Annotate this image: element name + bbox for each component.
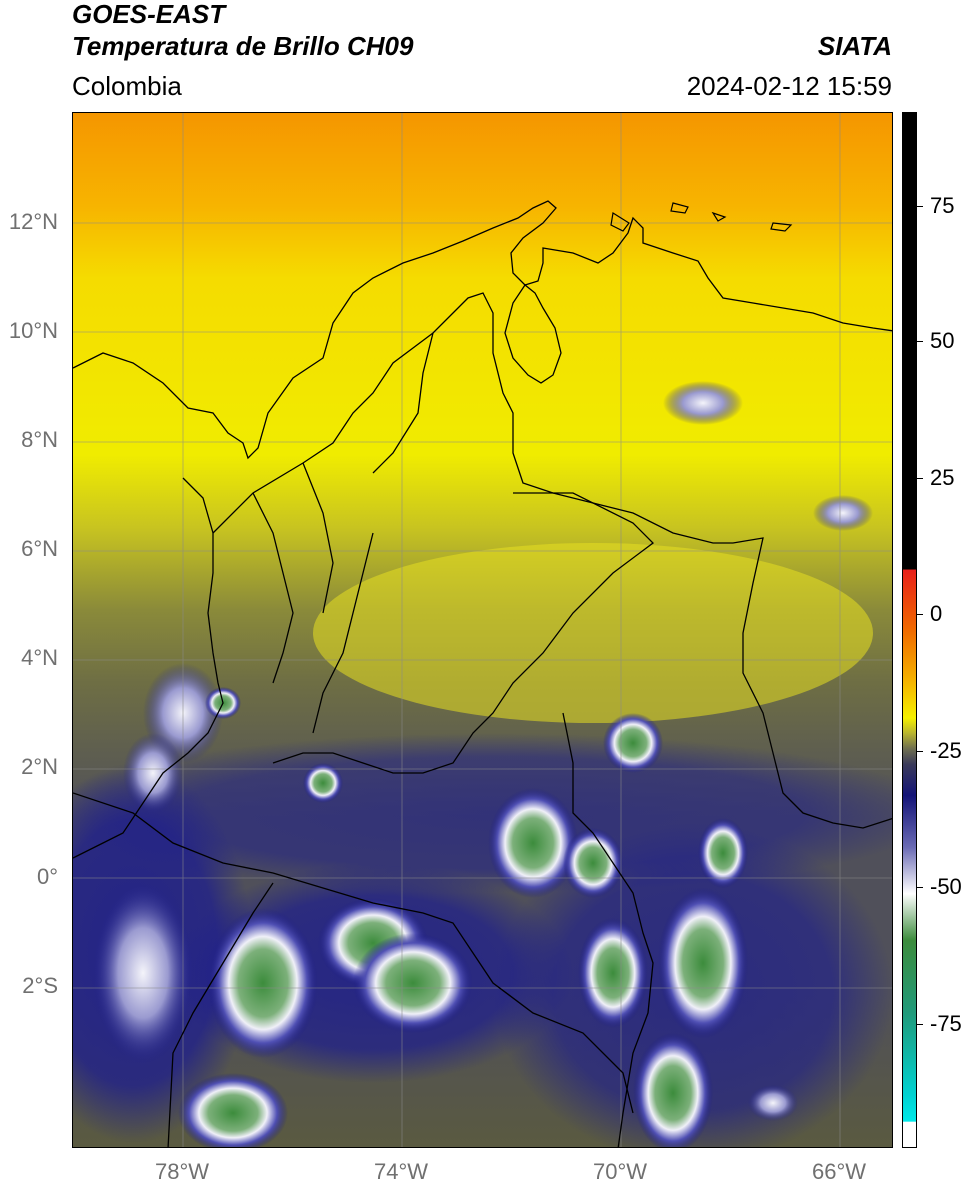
timestamp-label: 2024-02-12 15:59: [686, 71, 892, 101]
lat-tick-8n: 8°N: [21, 427, 58, 452]
colorbar-tick-minus50: -50: [930, 874, 962, 899]
region-label: Colombia: [72, 71, 182, 101]
colorbar-tickmark-25: [917, 478, 923, 479]
lat-tick-0: 0°: [36, 864, 58, 889]
colorbar-tickmark-50: [917, 341, 923, 342]
lat-tick-6n: 6°N: [21, 536, 58, 561]
colorbar-gradient: [903, 113, 916, 1147]
lon-tick-78w: 78°W: [154, 1159, 210, 1184]
brand-label: SIATA: [817, 31, 892, 61]
product-title: Temperatura de Brillo CH09: [72, 31, 414, 61]
colorbar: [902, 112, 917, 1148]
colorbar-tickmark-minus75: [917, 1024, 923, 1025]
colorbar-tick-25: 25: [930, 465, 955, 490]
colorbar-tick-minus75: -75: [930, 1011, 962, 1036]
lon-tick-70w: 70°W: [592, 1159, 648, 1184]
colorbar-tick-50: 50: [930, 328, 955, 353]
lat-tick-4n: 4°N: [21, 645, 58, 670]
graticule: [73, 113, 892, 1147]
satellite-map[interactable]: [72, 112, 893, 1148]
colorbar-tickmark-minus25: [917, 751, 923, 752]
colorbar-tick-0: 0: [930, 601, 943, 626]
colorbar-tickmark-75: [917, 206, 923, 207]
colorbar-tickmark-0: [917, 614, 923, 615]
lat-tick-10n: 10°N: [8, 318, 58, 343]
borders: [73, 200, 892, 1147]
lat-tick-2n: 2°N: [21, 754, 58, 779]
colorbar-tick-75: 75: [930, 193, 955, 218]
colorbar-tickmark-minus50: [917, 887, 923, 888]
lon-tick-74w: 74°W: [373, 1159, 429, 1184]
lat-tick-2s: 2°S: [22, 973, 58, 998]
map-canvas: [73, 113, 892, 1147]
lon-tick-66w: 66°W: [811, 1159, 867, 1184]
satellite-title: GOES-EAST: [72, 0, 226, 29]
convective-cells: [93, 381, 873, 1147]
colorbar-tick-minus25: -25: [930, 738, 962, 763]
lat-tick-12n: 12°N: [8, 209, 58, 234]
